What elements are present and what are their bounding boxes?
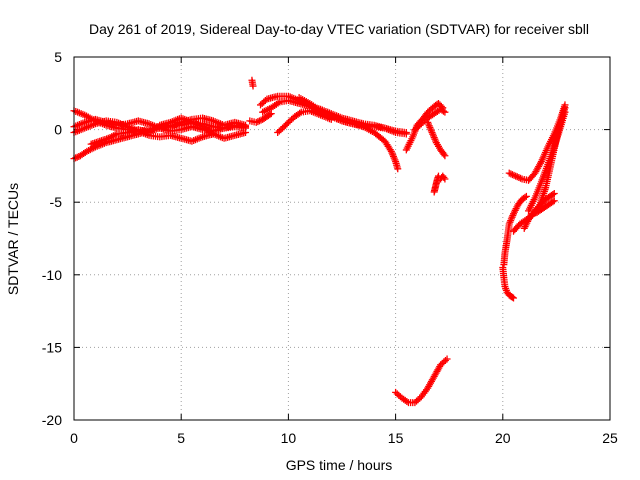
data-point [439, 107, 447, 115]
data-point [73, 153, 81, 161]
data-point [508, 171, 516, 179]
data-track-18 [500, 192, 530, 269]
data-point [403, 397, 411, 405]
x-axis-label: GPS time / hours [286, 457, 393, 473]
data-point [72, 154, 80, 162]
y-tick-label: 0 [54, 122, 62, 138]
y-tick-label: -15 [42, 339, 62, 355]
data-track-23 [529, 197, 558, 218]
data-track-10 [295, 94, 402, 173]
data-point [510, 171, 518, 179]
data-point [441, 108, 449, 116]
y-tick-label: -5 [50, 194, 63, 210]
data-point [512, 172, 520, 180]
data-point [508, 293, 516, 301]
x-tick-label: 25 [602, 430, 618, 446]
data-point [440, 150, 448, 158]
data-track-21 [525, 108, 569, 215]
data-point [266, 111, 274, 119]
data-point [521, 193, 529, 201]
x-tick-label: 20 [495, 430, 511, 446]
data-track-12 [411, 105, 449, 134]
data-point [516, 174, 524, 182]
data-point [513, 173, 521, 181]
data-point [402, 130, 410, 138]
data-point [255, 117, 263, 125]
data-points [70, 76, 569, 407]
y-tick-label: -10 [42, 267, 62, 283]
data-point [441, 175, 449, 183]
data-track-16 [392, 355, 451, 407]
data-point [549, 198, 557, 206]
data-point [394, 165, 402, 173]
data-track-3 [70, 115, 250, 135]
data-track-15 [437, 172, 449, 183]
x-tick-label: 0 [70, 430, 78, 446]
data-point [440, 174, 448, 182]
data-point [242, 123, 250, 131]
x-tick-label: 15 [388, 430, 404, 446]
data-point [505, 169, 513, 177]
data-point [507, 170, 515, 178]
data-track-5 [248, 76, 257, 90]
plot-frame [73, 56, 611, 421]
data-track-17 [499, 264, 518, 302]
data-point [249, 82, 257, 90]
data-point [441, 356, 449, 364]
data-point [441, 152, 449, 160]
data-point [515, 174, 523, 182]
data-point [561, 108, 569, 116]
data-point [252, 118, 260, 126]
data-point [510, 294, 518, 302]
data-point [254, 118, 262, 126]
y-axis-label: SDTVAR / TECUs [5, 183, 21, 295]
data-track-4 [87, 114, 217, 148]
y-tick-label: -20 [42, 412, 62, 428]
data-point [550, 197, 558, 205]
data-point [296, 109, 304, 117]
data-point [443, 355, 451, 363]
y-tick-label: 5 [54, 49, 62, 65]
data-point [209, 130, 217, 138]
chart-title: Day 261 of 2019, Sidereal Day-to-day VTE… [89, 21, 589, 37]
data-point [549, 190, 557, 198]
data-track-13 [424, 118, 449, 160]
data-point [550, 189, 558, 197]
axis-ticks: 0 5 10 15 20 25 5 0 -5 -10 -15 -20 [42, 49, 618, 446]
x-tick-label: 10 [281, 430, 297, 446]
data-point [522, 192, 530, 200]
grid-lines [74, 57, 610, 420]
x-tick-label: 5 [177, 430, 185, 446]
